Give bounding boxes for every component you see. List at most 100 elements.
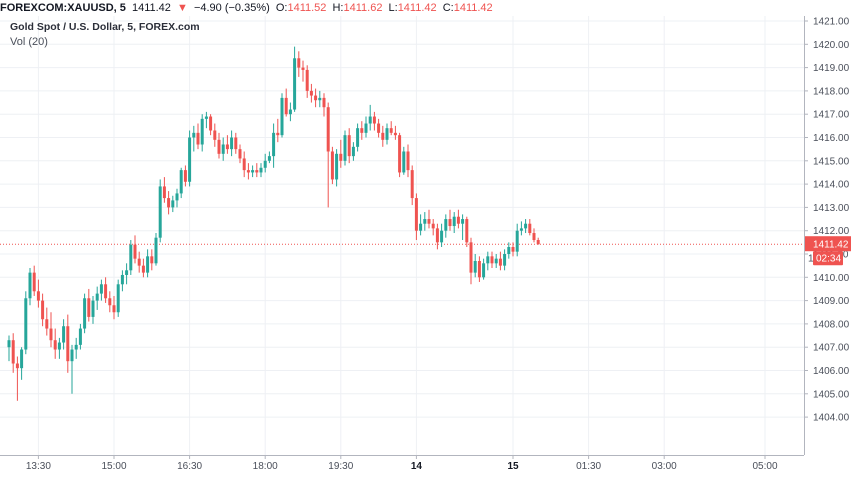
candle[interactable]	[120, 270, 124, 292]
candle-body[interactable]	[234, 137, 238, 150]
candle[interactable]	[129, 240, 133, 275]
candle[interactable]	[192, 125, 196, 152]
candle-body[interactable]	[78, 328, 82, 345]
candle-body[interactable]	[196, 132, 200, 145]
candle-body[interactable]	[452, 216, 456, 227]
candle[interactable]	[309, 83, 313, 103]
candle[interactable]	[179, 167, 183, 199]
candle[interactable]	[393, 125, 397, 140]
candle-body[interactable]	[326, 107, 330, 152]
candle-body[interactable]	[146, 256, 150, 273]
candle[interactable]	[490, 251, 494, 268]
candle[interactable]	[137, 251, 141, 273]
candle[interactable]	[242, 151, 246, 178]
candle-body[interactable]	[318, 97, 322, 101]
candle[interactable]	[498, 251, 502, 271]
candle[interactable]	[234, 132, 238, 154]
candle[interactable]	[486, 251, 490, 271]
candle[interactable]	[465, 216, 469, 248]
candle[interactable]	[263, 153, 267, 173]
candle[interactable]	[32, 265, 36, 296]
candle-body[interactable]	[469, 242, 473, 273]
candle[interactable]	[196, 123, 200, 150]
candle[interactable]	[45, 307, 49, 336]
candle[interactable]	[141, 258, 145, 278]
candle[interactable]	[377, 118, 381, 138]
candle[interactable]	[24, 291, 28, 355]
candle[interactable]	[280, 93, 284, 138]
candle-body[interactable]	[423, 219, 427, 224]
candle[interactable]	[49, 312, 53, 348]
candle-body[interactable]	[108, 298, 112, 306]
candle[interactable]	[335, 149, 339, 187]
candle-body[interactable]	[435, 228, 439, 243]
candle[interactable]	[225, 135, 229, 154]
candle-body[interactable]	[456, 216, 460, 224]
candle-body[interactable]	[414, 198, 418, 231]
candle[interactable]	[288, 102, 292, 122]
candle[interactable]	[108, 291, 112, 313]
candle[interactable]	[297, 51, 301, 77]
candle[interactable]	[66, 314, 70, 373]
candle-body[interactable]	[335, 153, 339, 180]
candle-body[interactable]	[343, 135, 347, 161]
candle-body[interactable]	[238, 149, 242, 159]
candle-body[interactable]	[473, 260, 477, 273]
candle-body[interactable]	[297, 58, 301, 68]
candle-body[interactable]	[351, 146, 355, 157]
candle[interactable]	[507, 242, 511, 259]
candle[interactable]	[272, 123, 276, 168]
candle[interactable]	[267, 151, 271, 164]
candle[interactable]	[20, 347, 24, 380]
candle[interactable]	[343, 130, 347, 166]
candle[interactable]	[435, 223, 439, 250]
candle[interactable]	[217, 132, 221, 159]
candle-body[interactable]	[192, 132, 196, 138]
candle[interactable]	[62, 319, 66, 350]
candle-body[interactable]	[524, 223, 528, 229]
candle-body[interactable]	[242, 158, 246, 171]
candle[interactable]	[284, 88, 288, 117]
candle[interactable]	[410, 165, 414, 206]
candle-body[interactable]	[288, 109, 292, 115]
candle[interactable]	[347, 128, 351, 164]
candle[interactable]	[461, 214, 465, 241]
candle-body[interactable]	[372, 116, 376, 124]
candle-body[interactable]	[57, 342, 61, 350]
candle-body[interactable]	[314, 95, 318, 101]
candle[interactable]	[150, 249, 154, 271]
candle-body[interactable]	[112, 305, 116, 313]
candle[interactable]	[74, 337, 78, 359]
candle-body[interactable]	[87, 298, 91, 317]
candles[interactable]	[7, 46, 540, 401]
candle[interactable]	[183, 165, 187, 187]
candle[interactable]	[322, 93, 326, 117]
candle-body[interactable]	[175, 193, 179, 201]
candle[interactable]	[99, 279, 103, 301]
candle-body[interactable]	[406, 151, 410, 171]
candle-body[interactable]	[494, 258, 498, 264]
candle-body[interactable]	[284, 97, 288, 115]
candle[interactable]	[314, 88, 318, 108]
candle[interactable]	[301, 60, 305, 82]
candle[interactable]	[419, 214, 423, 236]
candle[interactable]	[326, 102, 330, 208]
candle[interactable]	[406, 144, 410, 178]
candle[interactable]	[293, 46, 297, 112]
candle-body[interactable]	[498, 258, 502, 266]
candle-body[interactable]	[381, 132, 385, 140]
candle[interactable]	[70, 344, 74, 394]
candle[interactable]	[528, 219, 532, 236]
candle-body[interactable]	[91, 300, 95, 317]
candle-body[interactable]	[99, 284, 103, 294]
candle-body[interactable]	[536, 240, 540, 245]
candle-body[interactable]	[188, 137, 192, 182]
candle[interactable]	[175, 188, 179, 208]
candle-body[interactable]	[280, 97, 284, 136]
candle-body[interactable]	[95, 293, 99, 301]
candle[interactable]	[213, 123, 217, 147]
candle[interactable]	[255, 163, 259, 178]
candle[interactable]	[305, 65, 309, 98]
candle[interactable]	[146, 249, 150, 278]
